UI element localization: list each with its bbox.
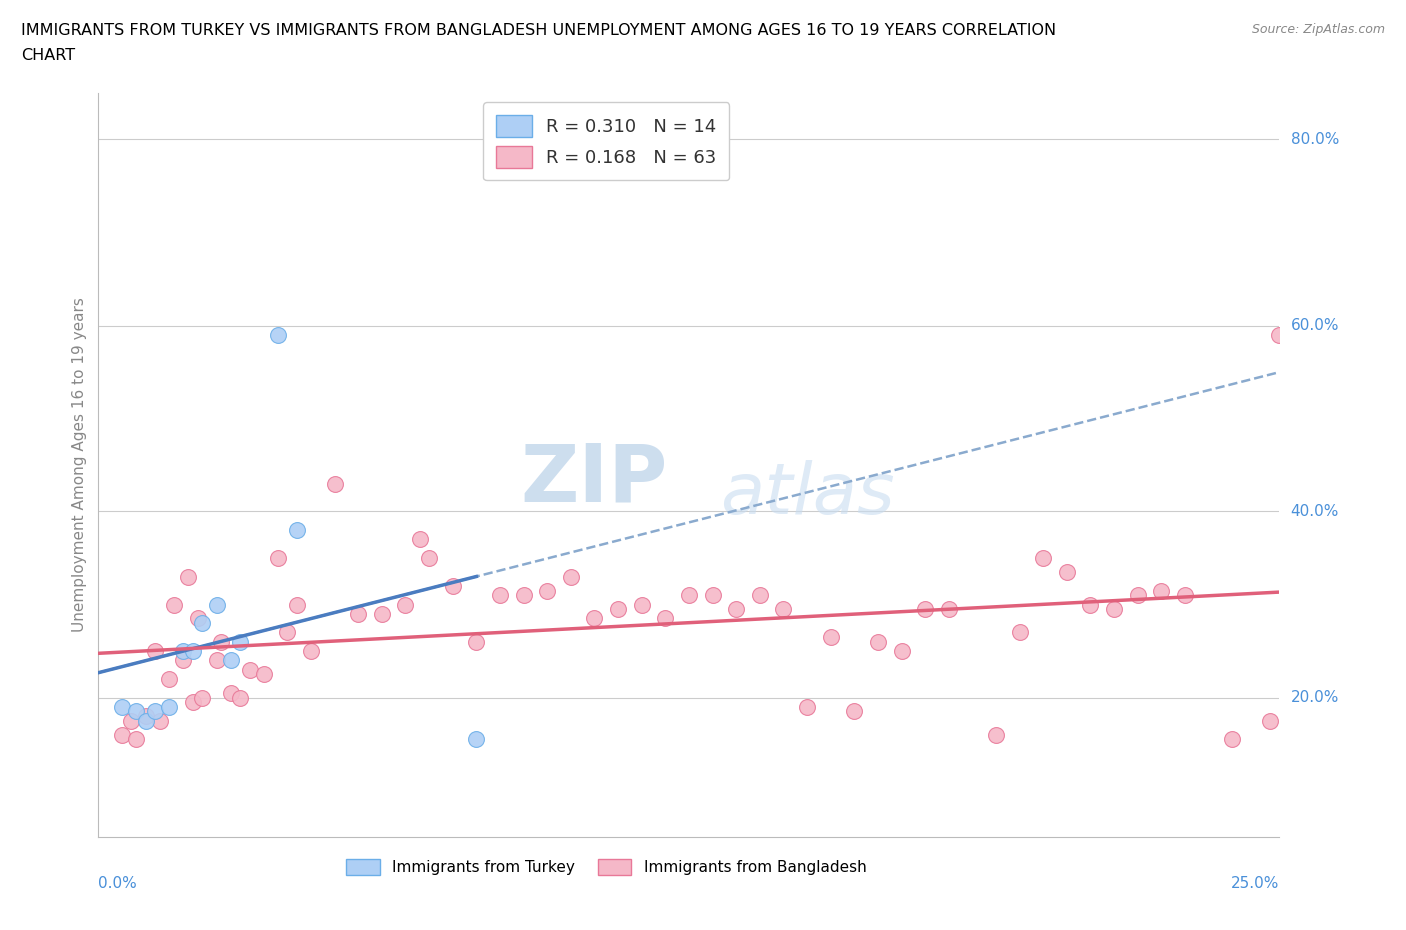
- Point: [347, 606, 370, 621]
- Point: [678, 588, 700, 603]
- Point: [1220, 732, 1243, 747]
- Point: [125, 704, 148, 719]
- Point: [1032, 551, 1054, 565]
- Point: [408, 532, 430, 547]
- Text: IMMIGRANTS FROM TURKEY VS IMMIGRANTS FROM BANGLADESH UNEMPLOYMENT AMONG AGES 16 : IMMIGRANTS FROM TURKEY VS IMMIGRANTS FRO…: [21, 23, 1056, 38]
- Point: [205, 597, 228, 612]
- Point: [135, 709, 157, 724]
- Point: [172, 653, 194, 668]
- Point: [796, 699, 818, 714]
- Point: [267, 327, 290, 342]
- Text: 0.0%: 0.0%: [98, 876, 138, 891]
- Point: [191, 616, 214, 631]
- Point: [1174, 588, 1197, 603]
- Point: [285, 523, 308, 538]
- Point: [820, 630, 842, 644]
- Point: [465, 732, 488, 747]
- Point: [121, 713, 143, 728]
- Point: [1102, 602, 1125, 617]
- Y-axis label: Unemployment Among Ages 16 to 19 years: Unemployment Among Ages 16 to 19 years: [72, 298, 87, 632]
- Text: 40.0%: 40.0%: [1291, 504, 1339, 519]
- Point: [267, 551, 290, 565]
- Point: [1258, 713, 1281, 728]
- Point: [394, 597, 416, 612]
- Text: 60.0%: 60.0%: [1291, 318, 1339, 333]
- Point: [418, 551, 440, 565]
- Point: [1126, 588, 1149, 603]
- Text: 25.0%: 25.0%: [1232, 876, 1279, 891]
- Point: [512, 588, 534, 603]
- Point: [143, 704, 166, 719]
- Text: Source: ZipAtlas.com: Source: ZipAtlas.com: [1251, 23, 1385, 36]
- Point: [1268, 327, 1291, 342]
- Point: [984, 727, 1007, 742]
- Legend: Immigrants from Turkey, Immigrants from Bangladesh: Immigrants from Turkey, Immigrants from …: [340, 853, 873, 882]
- Point: [191, 690, 214, 705]
- Point: [229, 634, 252, 649]
- Point: [1080, 597, 1102, 612]
- Point: [253, 667, 276, 682]
- Point: [181, 644, 204, 658]
- Point: [172, 644, 194, 658]
- Point: [276, 625, 298, 640]
- Text: 20.0%: 20.0%: [1291, 690, 1339, 705]
- Text: CHART: CHART: [21, 48, 75, 63]
- Point: [143, 644, 166, 658]
- Point: [441, 578, 464, 593]
- Point: [890, 644, 912, 658]
- Point: [157, 671, 180, 686]
- Point: [1150, 583, 1173, 598]
- Point: [725, 602, 748, 617]
- Point: [239, 662, 262, 677]
- Point: [149, 713, 172, 728]
- Point: [205, 653, 228, 668]
- Point: [219, 685, 242, 700]
- Point: [1056, 565, 1078, 579]
- Point: [323, 476, 346, 491]
- Point: [914, 602, 936, 617]
- Point: [748, 588, 770, 603]
- Point: [371, 606, 394, 621]
- Point: [654, 611, 676, 626]
- Point: [866, 634, 889, 649]
- Point: [219, 653, 242, 668]
- Point: [844, 704, 866, 719]
- Point: [465, 634, 488, 649]
- Point: [111, 699, 134, 714]
- Text: 80.0%: 80.0%: [1291, 132, 1339, 147]
- Point: [135, 713, 157, 728]
- Point: [772, 602, 794, 617]
- Point: [489, 588, 512, 603]
- Point: [163, 597, 186, 612]
- Point: [181, 695, 204, 710]
- Point: [536, 583, 558, 598]
- Point: [229, 690, 252, 705]
- Point: [177, 569, 200, 584]
- Text: atlas: atlas: [720, 460, 894, 529]
- Point: [630, 597, 652, 612]
- Point: [607, 602, 630, 617]
- Point: [111, 727, 134, 742]
- Point: [157, 699, 180, 714]
- Text: ZIP: ZIP: [520, 441, 668, 519]
- Point: [299, 644, 322, 658]
- Point: [1008, 625, 1031, 640]
- Point: [209, 634, 232, 649]
- Point: [938, 602, 960, 617]
- Point: [285, 597, 308, 612]
- Point: [125, 732, 148, 747]
- Point: [187, 611, 209, 626]
- Point: [560, 569, 582, 584]
- Point: [702, 588, 724, 603]
- Point: [583, 611, 606, 626]
